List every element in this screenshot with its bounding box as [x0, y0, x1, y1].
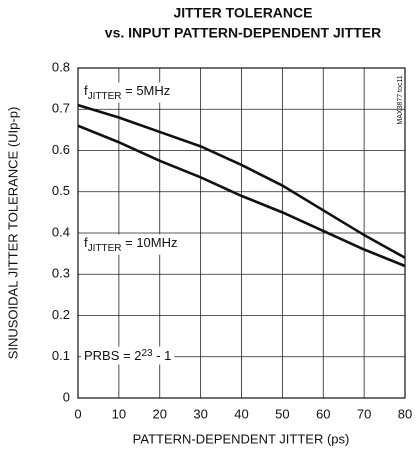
x-tick-label: 0: [74, 406, 81, 421]
annotation-background: [81, 82, 174, 103]
annotation-part: = 5MHz: [122, 83, 171, 98]
annotation: fJITTER = 10MHz: [84, 235, 178, 253]
annotation-part: - 1: [153, 348, 172, 363]
annotation-part: f: [84, 83, 88, 98]
y-tick-label: 0.3: [52, 266, 70, 281]
y-tick-label: 0.1: [52, 348, 70, 363]
annotation-part: 23: [141, 348, 153, 359]
y-tick-label: 0.2: [52, 307, 70, 322]
chart-subtitle: vs. INPUT PATTERN-DEPENDENT JITTER: [105, 25, 381, 41]
annotation-part: f: [84, 235, 88, 250]
x-tick-label: 60: [316, 406, 330, 421]
y-tick-label: 0.6: [52, 142, 70, 157]
y-tick-label: 0.4: [52, 224, 70, 239]
plot-frame: [77, 67, 406, 399]
series-line: [77, 124, 406, 268]
annotation: PRBS = 223 - 1: [84, 348, 171, 364]
annotation: fJITTER = 5MHz: [84, 83, 170, 101]
y-tick-label: 0.5: [52, 183, 70, 198]
annotation-background: [81, 234, 181, 255]
y-tick-label: 0.8: [52, 59, 70, 74]
annotation-part: JITTER: [88, 91, 122, 102]
x-tick-label: 50: [275, 406, 289, 421]
x-tick-label: 30: [193, 406, 207, 421]
annotation-background: [81, 346, 175, 365]
x-tick-label: 40: [234, 406, 248, 421]
x-tick-label: 80: [398, 406, 412, 421]
annotation-part: JITTER: [88, 243, 122, 254]
y-tick-label: 0: [63, 389, 70, 404]
annotation-part: PRBS = 2: [84, 348, 141, 363]
y-tick-label: 0.7: [52, 101, 70, 116]
x-axis-label: PATTERN-DEPENDENT JITTER (ps): [133, 431, 350, 446]
series-line: [77, 103, 406, 259]
side-note: MAX3877 toc11: [397, 75, 404, 124]
x-tick-label: 70: [357, 406, 371, 421]
x-tick-label: 20: [153, 406, 167, 421]
chart-title: JITTER TOLERANCE: [174, 5, 313, 21]
annotation-part: = 10MHz: [122, 235, 178, 250]
x-tick-label: 10: [112, 406, 126, 421]
y-axis-label: SINUSOIDAL JITTER TOLERANCE (UIp-p): [5, 107, 20, 360]
